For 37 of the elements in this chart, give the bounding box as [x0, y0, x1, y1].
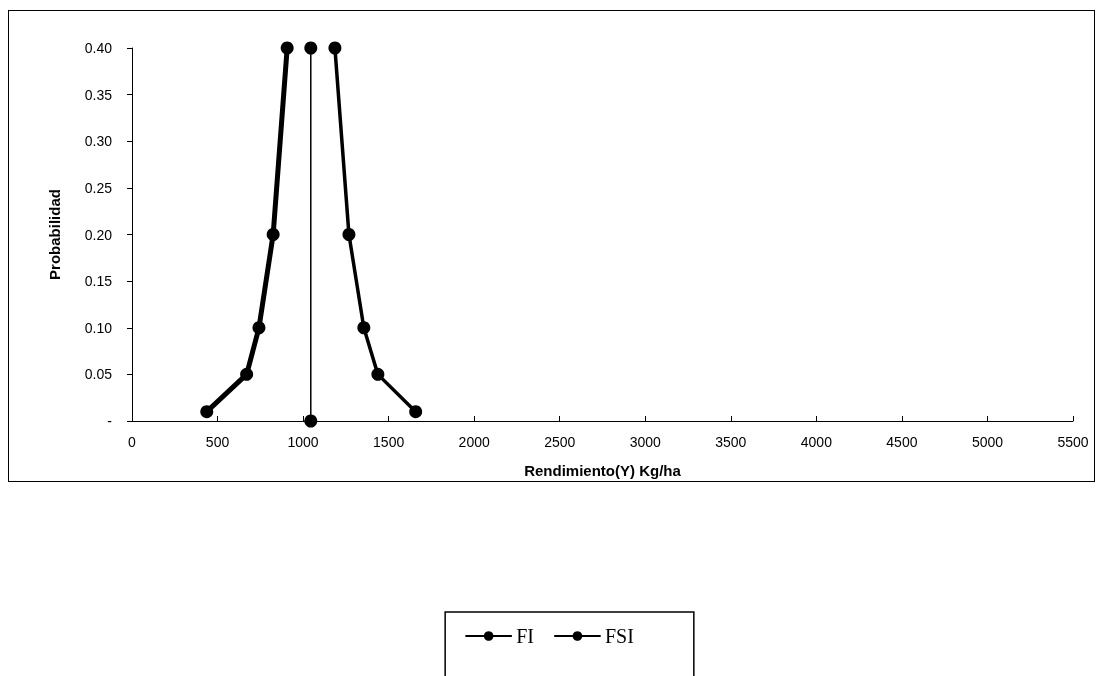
y-tick-label: 0.35 — [84, 86, 113, 103]
x-tick-label: 5500 — [1057, 434, 1089, 450]
x-tick-label: 2500 — [544, 434, 576, 450]
x-axis-title: Rendimiento(Y) Kg/ha — [524, 462, 682, 479]
x-tick-label: 4500 — [886, 434, 918, 450]
point — [266, 228, 280, 241]
legend-label: FI — [516, 625, 534, 647]
legend-label: FSI — [604, 625, 634, 647]
x-tick-label: 2000 — [458, 434, 490, 450]
point — [357, 321, 371, 335]
y-tick-label: 0.05 — [84, 366, 113, 383]
point — [304, 41, 318, 55]
y-tick-label: 0.20 — [84, 226, 113, 243]
x-tick-label: 3000 — [629, 434, 662, 450]
y-tick-label: - — [107, 413, 113, 429]
point — [280, 41, 294, 55]
point — [304, 414, 318, 428]
x-tick-label: 3500 — [715, 434, 747, 450]
x-tick-label: 5000 — [971, 434, 1004, 450]
point — [252, 321, 266, 335]
x-tick-label: 1500 — [373, 434, 405, 450]
x-tick-label: 0 — [128, 434, 137, 450]
y-tick-label: 0.25 — [84, 179, 113, 196]
y-tick-label: 0.15 — [84, 273, 113, 290]
y-tick-label: 0.10 — [84, 319, 113, 336]
point — [342, 228, 356, 241]
y-tick-label: 0.40 — [84, 40, 113, 56]
x-tick-label: 1000 — [287, 434, 319, 450]
point — [240, 367, 254, 381]
point — [328, 41, 342, 55]
x-tick-label: 4000 — [800, 434, 833, 450]
point — [371, 367, 385, 381]
y-axis-title: Probabilidad — [46, 189, 63, 280]
point — [200, 405, 214, 419]
point — [409, 405, 423, 419]
x-tick-label: 500 — [205, 434, 230, 450]
y-tick-label: 0.30 — [84, 133, 113, 150]
